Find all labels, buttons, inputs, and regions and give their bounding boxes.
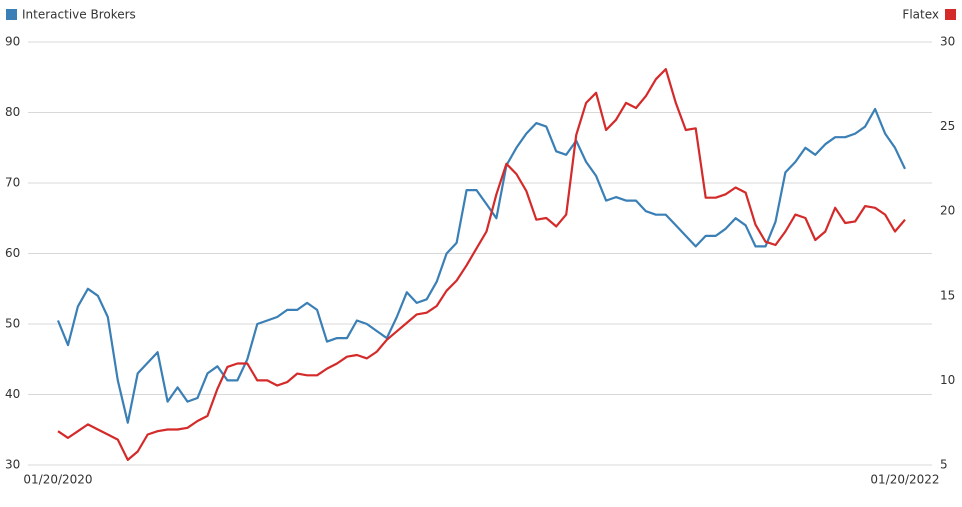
y2-tick-label: 15 <box>940 288 955 302</box>
y-tick-label: 50 <box>5 317 20 331</box>
y-tick-label: 30 <box>5 458 20 472</box>
x-tick-label: 01/20/2020 <box>23 473 92 487</box>
x-tick-label: 01/20/2022 <box>870 473 939 487</box>
y2-tick-label: 30 <box>940 35 955 49</box>
y-tick-label: 40 <box>5 387 20 401</box>
legend-swatch <box>6 9 17 20</box>
series-line <box>56 107 906 424</box>
y2-tick-label: 5 <box>940 458 948 472</box>
y2-tick-label: 25 <box>940 119 955 133</box>
y-tick-label: 90 <box>5 35 20 49</box>
y-tick-label: 70 <box>5 176 20 190</box>
y2-tick-label: 10 <box>940 373 955 387</box>
y-tick-label: 80 <box>5 105 20 119</box>
y-tick-label: 60 <box>5 246 20 260</box>
legend-label: Flatex <box>902 8 939 22</box>
legend-label: Interactive Brokers <box>22 8 136 22</box>
y2-tick-label: 20 <box>940 204 955 218</box>
legend-swatch <box>945 9 956 20</box>
series-line <box>57 68 906 461</box>
